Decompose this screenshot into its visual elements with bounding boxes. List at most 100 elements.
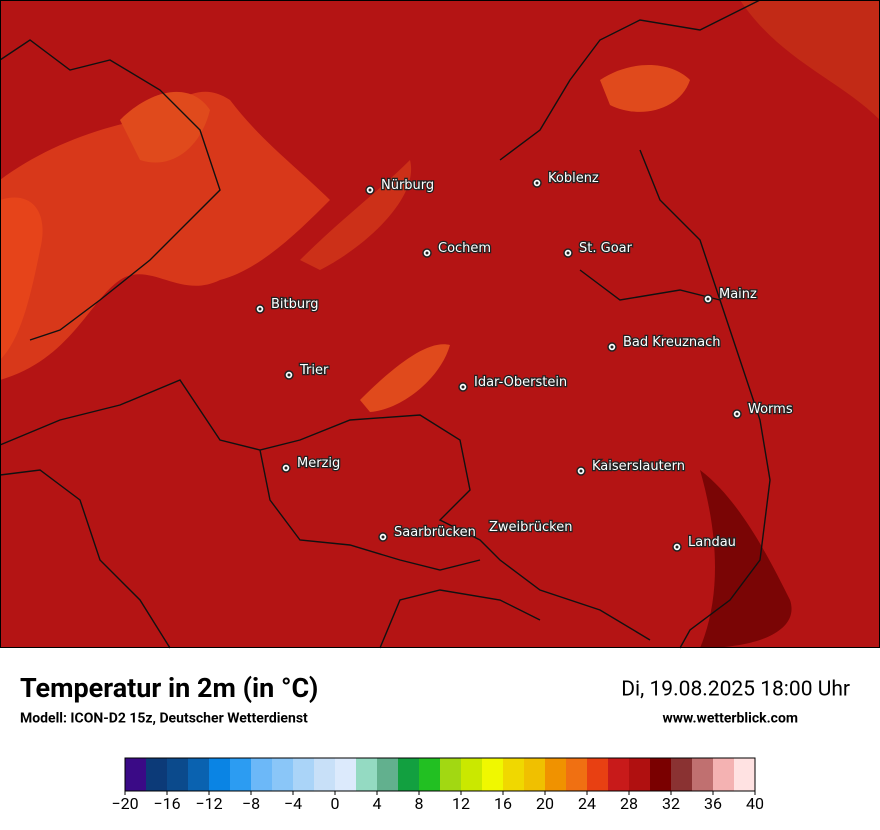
colorbar-box xyxy=(419,758,441,791)
city-dot xyxy=(461,385,465,389)
city-label: Mainz xyxy=(719,287,757,302)
city-dot xyxy=(535,181,539,185)
warm-area xyxy=(120,91,210,163)
colorbar-box xyxy=(251,758,273,791)
colorbar-box xyxy=(566,758,588,791)
border xyxy=(0,379,651,641)
colorbar-tick-label: 28 xyxy=(620,794,638,813)
colorbar-box xyxy=(230,758,252,791)
colorbar-box xyxy=(146,758,168,791)
colorbar-box xyxy=(377,758,399,791)
city-label: Saarbrücken xyxy=(394,525,476,540)
border xyxy=(499,0,761,161)
border xyxy=(639,149,771,649)
city-dot xyxy=(368,188,372,192)
city-label: Nürburg xyxy=(381,178,434,193)
hot-area xyxy=(700,470,792,648)
colorbar-box xyxy=(524,758,546,791)
city-dot xyxy=(706,297,710,301)
colorbar-box xyxy=(503,758,525,791)
city-label: Idar-Oberstein xyxy=(474,375,567,390)
city-label: Landau xyxy=(688,535,736,550)
colorbar-box xyxy=(692,758,714,791)
colorbar-box xyxy=(440,758,462,791)
map: Nürburg Koblenz Cochem St. Goar Mainz Bitburg… xyxy=(0,0,880,649)
city-label: Zweibrücken xyxy=(489,520,572,535)
colorbar-tick-label: −20 xyxy=(111,794,138,813)
city-label: Bad Kreuznach xyxy=(623,335,721,350)
colorbar-tick-label: −8 xyxy=(242,794,260,813)
city-dot xyxy=(258,307,262,311)
colorbar-tick-label: −4 xyxy=(284,794,302,813)
datetime: Di, 19.08.2025 18:00 Uhr xyxy=(621,678,850,702)
colorbar-tick-label: 32 xyxy=(662,794,680,813)
colorbar-tick-label: −12 xyxy=(195,794,222,813)
colorbar-tick-label: 12 xyxy=(452,794,470,813)
city-label: Bitburg xyxy=(271,297,319,312)
colorbar-box xyxy=(167,758,189,791)
colorbar-box xyxy=(587,758,609,791)
colorbar-box xyxy=(734,758,756,791)
city-dot xyxy=(610,345,614,349)
city-dot xyxy=(381,535,385,539)
colorbar-tick-label: 0 xyxy=(331,794,340,813)
colorbar: −20 −16 −12 −8 −4 0 4 8 12 16 20 24 28 32 36 40 xyxy=(111,757,764,813)
colorbar-box xyxy=(335,758,357,791)
border xyxy=(379,589,541,649)
colorbar-box xyxy=(713,758,735,791)
city-dot xyxy=(675,545,679,549)
colorbar-box xyxy=(356,758,378,791)
subtitle: Modell: ICON-D2 15z, Deutscher Wetterdie… xyxy=(20,711,308,727)
city-dot xyxy=(566,251,570,255)
colorbar-tick-label: −16 xyxy=(153,794,180,813)
city-label: Trier xyxy=(299,363,329,378)
colorbar-box xyxy=(482,758,504,791)
warm-area xyxy=(600,65,690,112)
colorbar-tick-label: 40 xyxy=(746,794,764,813)
cities: Nürburg Koblenz Cochem St. Goar Mainz Bitburg… xyxy=(255,170,794,552)
warm-area xyxy=(0,197,43,360)
city-dot xyxy=(425,251,429,255)
colorbar-box xyxy=(272,758,294,791)
city-label: Worms xyxy=(748,402,793,417)
city-dot xyxy=(579,469,583,473)
border xyxy=(0,469,171,649)
title: Temperatur in 2m (in °C) xyxy=(20,672,318,704)
colorbar-frame xyxy=(124,757,756,792)
warm-area xyxy=(300,160,412,270)
colorbar-box xyxy=(545,758,567,791)
city-label: Kaiserslautern xyxy=(592,459,685,474)
city-dot xyxy=(735,412,739,416)
website: www.wetterblick.com xyxy=(662,711,798,727)
city-label: Cochem xyxy=(438,241,491,256)
colorbar-box xyxy=(125,758,147,791)
warm-area xyxy=(0,91,330,380)
colorbar-box xyxy=(629,758,651,791)
colorbar-box xyxy=(209,758,231,791)
colorbar-tick-label: 36 xyxy=(704,794,722,813)
colorbar-box xyxy=(650,758,672,791)
warm-area xyxy=(740,0,880,120)
city-dot xyxy=(284,466,288,470)
colorbar-tick-label: 16 xyxy=(494,794,512,813)
warm-area xyxy=(360,344,450,412)
colorbar-box xyxy=(188,758,210,791)
border xyxy=(259,449,481,571)
colorbar-box xyxy=(461,758,483,791)
colorbar-box xyxy=(314,758,336,791)
colorbar-tick-label: 4 xyxy=(373,794,382,813)
border xyxy=(0,39,221,341)
colorbar-tick-label: 8 xyxy=(415,794,424,813)
colorbar-tick-label: 24 xyxy=(578,794,596,813)
city-label: Koblenz xyxy=(548,171,599,186)
city-label: St. Goar xyxy=(579,241,633,256)
city-dot xyxy=(287,373,291,377)
city-label: Merzig xyxy=(297,456,340,471)
colorbar-box xyxy=(398,758,420,791)
border xyxy=(579,269,721,301)
colorbar-box xyxy=(293,758,315,791)
colorbar-tick-label: 20 xyxy=(536,794,554,813)
colorbar-box xyxy=(671,758,693,791)
